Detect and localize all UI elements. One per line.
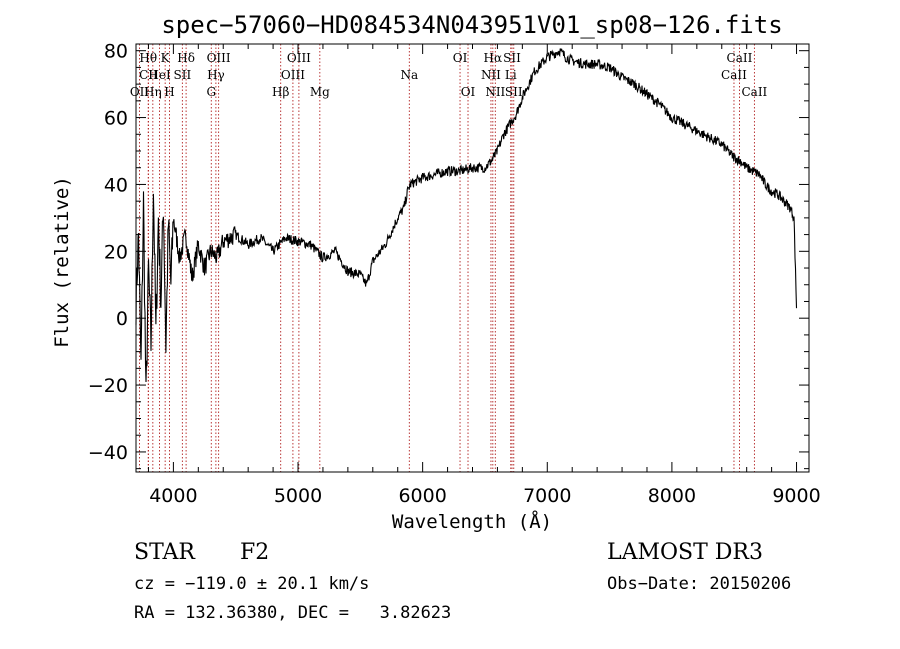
y-axis-label: Flux (relative): [51, 176, 73, 348]
line-label: CII: [139, 68, 158, 82]
x-tick-label: 6000: [398, 485, 446, 507]
object-class: STAR: [134, 540, 195, 565]
line-label: SII: [174, 68, 192, 82]
line-label: CaII: [727, 51, 753, 65]
line-label: HeI: [148, 68, 171, 82]
line-label: G: [206, 85, 216, 99]
x-tick-label: 4000: [149, 485, 197, 507]
x-tick-label: 8000: [648, 485, 696, 507]
y-tick-label: 60: [104, 108, 128, 130]
chart-title: spec−57060−HD084534N043951V01_sp08−126.f…: [161, 11, 782, 39]
line-label: SII: [505, 85, 523, 99]
x-tick-label: 7000: [523, 485, 571, 507]
y-tick-label: 80: [104, 41, 128, 63]
x-tick-label: 5000: [274, 485, 322, 507]
line-label: Hβ: [272, 85, 289, 99]
x-axis-ticks: 4000 5000 6000 7000 8000 9000: [147, 44, 821, 507]
plot-frame: [135, 43, 810, 473]
spectrum-line: [135, 48, 798, 383]
y-tick-label: −20: [88, 375, 128, 397]
line-label: H: [164, 85, 174, 99]
line-label: Mg: [310, 85, 330, 99]
line-label: OIII: [287, 51, 311, 65]
line-label: OII: [130, 85, 150, 99]
spectrum-chart: spec−57060−HD084534N043951V01_sp08−126.f…: [51, 11, 821, 533]
y-tick-label: 40: [104, 174, 128, 196]
line-label: Na: [400, 68, 418, 82]
line-label: K: [161, 51, 171, 65]
line-label: Hθ: [139, 51, 157, 65]
object-subclass: F2: [240, 540, 270, 565]
line-label: CaII: [741, 85, 767, 99]
coordinates: RA = 132.36380, DEC = 3.82623: [134, 603, 452, 623]
line-label: Hδ: [177, 51, 195, 65]
redshift-value: cz = −119.0 ± 20.1 km/s: [134, 574, 370, 594]
line-label: Hα: [484, 51, 503, 65]
survey-name: LAMOST DR3: [607, 540, 763, 565]
line-label: Hη: [144, 85, 162, 99]
line-label: CaII: [721, 68, 747, 82]
line-label: OIII: [281, 68, 305, 82]
line-label: OIII: [207, 51, 231, 65]
line-label: SII: [503, 51, 521, 65]
y-tick-label: 20: [104, 241, 128, 263]
line-label: OI: [453, 51, 468, 65]
line-label: OI: [461, 85, 476, 99]
line-label: Hγ: [207, 68, 225, 82]
y-tick-label: 0: [116, 308, 128, 330]
line-label: NII: [485, 85, 505, 99]
y-axis-ticks: −40 −20 0 20 40 60 80: [88, 41, 809, 470]
line-label: NII: [481, 68, 501, 82]
x-tick-label: 9000: [772, 485, 820, 507]
emission-line-markers: [139, 44, 755, 472]
x-axis-label: Wavelength (Å): [392, 510, 552, 533]
y-tick-label: −40: [88, 442, 128, 464]
line-label: Li: [505, 68, 517, 82]
observation-date: Obs−Date: 20150206: [607, 574, 792, 594]
